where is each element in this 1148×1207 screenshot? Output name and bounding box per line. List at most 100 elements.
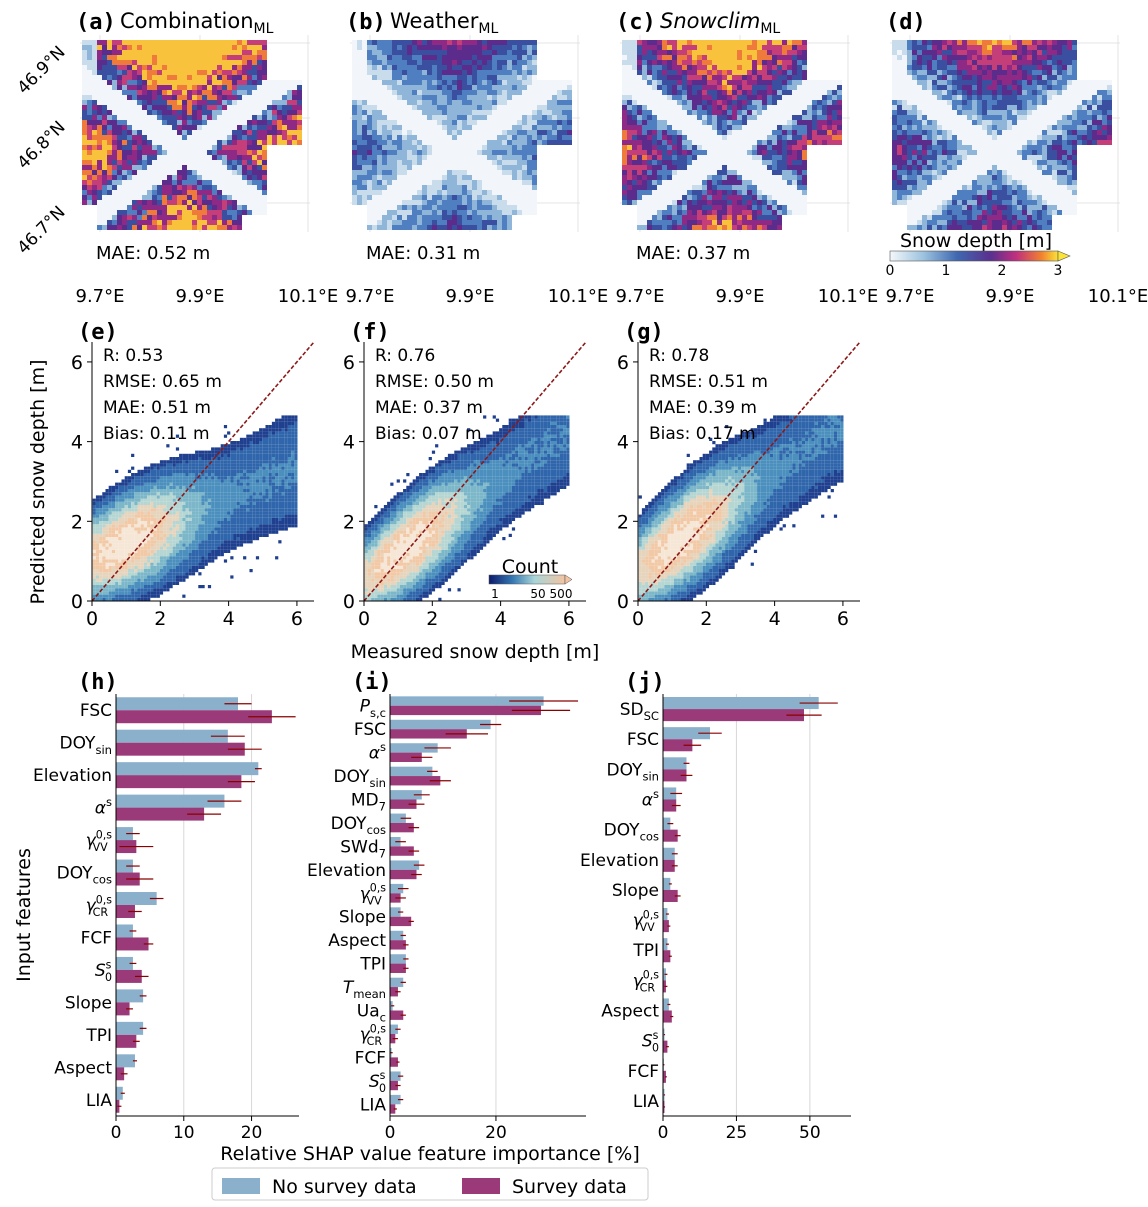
map-cell	[462, 65, 467, 70]
map-cell	[87, 165, 92, 170]
map-cell	[787, 60, 792, 65]
map-cell	[652, 50, 657, 55]
map-cell	[222, 180, 227, 185]
map-cell	[362, 165, 367, 170]
map-cell	[717, 75, 722, 80]
map-cell	[692, 155, 697, 160]
map-cell	[632, 75, 637, 80]
map-cell	[522, 135, 527, 140]
map-cell	[792, 40, 797, 45]
map-cell	[517, 200, 522, 205]
map-cell	[1037, 100, 1042, 105]
map-cell	[177, 115, 182, 120]
map-cell	[797, 80, 802, 85]
map-cell	[382, 210, 387, 215]
map-cell	[487, 75, 492, 80]
map-cell	[457, 60, 462, 65]
map-cell	[152, 150, 157, 155]
map-cell	[502, 110, 507, 115]
map-cell	[937, 90, 942, 95]
map-cell	[202, 145, 207, 150]
map-cell	[727, 130, 732, 135]
map-cell	[732, 195, 737, 200]
map-cell	[677, 80, 682, 85]
map-cell	[352, 190, 357, 195]
map-cell	[517, 105, 522, 110]
map-cell	[472, 45, 477, 50]
map-cell	[397, 55, 402, 60]
map-cell	[422, 215, 427, 220]
map-cell	[162, 55, 167, 60]
map-cell	[467, 45, 472, 50]
map-cell	[382, 45, 387, 50]
map-cell	[1027, 75, 1032, 80]
map-cell	[487, 170, 492, 175]
map-cell	[642, 170, 647, 175]
map-cell	[707, 200, 712, 205]
map-cell	[102, 145, 107, 150]
map-cell	[387, 155, 392, 160]
map-cell	[112, 85, 117, 90]
map-cell	[517, 80, 522, 85]
map-cell	[667, 110, 672, 115]
map-cell	[782, 200, 787, 205]
map-cell	[752, 130, 757, 135]
map-cell	[667, 160, 672, 165]
map-cell	[297, 100, 302, 105]
map-cell	[652, 155, 657, 160]
map-cell	[297, 135, 302, 140]
map-cell	[667, 75, 672, 80]
map-cell	[937, 60, 942, 65]
map-cell	[722, 40, 727, 45]
map-cell	[457, 195, 462, 200]
map-cell	[417, 145, 422, 150]
map-cell	[82, 70, 87, 75]
map-cell	[387, 190, 392, 195]
map-cell	[222, 95, 227, 100]
map-cell	[117, 65, 122, 70]
map-cell	[737, 125, 742, 130]
map-cell	[392, 105, 397, 110]
map-cell	[1017, 85, 1022, 90]
map-cell	[652, 135, 657, 140]
map-cell	[522, 90, 527, 95]
map-cell	[297, 140, 302, 145]
map-cell	[362, 160, 367, 165]
map-cell	[557, 120, 562, 125]
map-cell	[377, 225, 382, 230]
map-cell	[627, 120, 632, 125]
map-cell	[1072, 95, 1077, 100]
map-cell	[837, 110, 842, 115]
map-cell	[137, 65, 142, 70]
map-cell	[707, 120, 712, 125]
map-cell	[757, 100, 762, 105]
map-cell	[622, 190, 627, 195]
map-cell	[667, 135, 672, 140]
map-cell	[827, 90, 832, 95]
map-cell	[627, 50, 632, 55]
map-cell	[222, 90, 227, 95]
map-cell	[527, 155, 532, 160]
map-cell	[102, 215, 107, 220]
map-cell	[462, 130, 467, 135]
map-cell	[742, 55, 747, 60]
map-cell	[457, 130, 462, 135]
map-cell	[742, 75, 747, 80]
map-cell	[517, 85, 522, 90]
map-cell	[382, 135, 387, 140]
map-cell	[677, 40, 682, 45]
map-cell	[1042, 80, 1047, 85]
map-cell	[82, 170, 87, 175]
map-cell	[972, 50, 977, 55]
map-cell	[527, 140, 532, 145]
map-cell	[182, 120, 187, 125]
map-cell	[747, 115, 752, 120]
map-cell	[97, 200, 102, 205]
map-cell	[157, 115, 162, 120]
map-cell	[367, 200, 372, 205]
map-cell	[802, 190, 807, 195]
map-cell	[667, 220, 672, 225]
map-cell	[82, 90, 87, 95]
map-cell	[792, 60, 797, 65]
map-cell	[507, 140, 512, 145]
